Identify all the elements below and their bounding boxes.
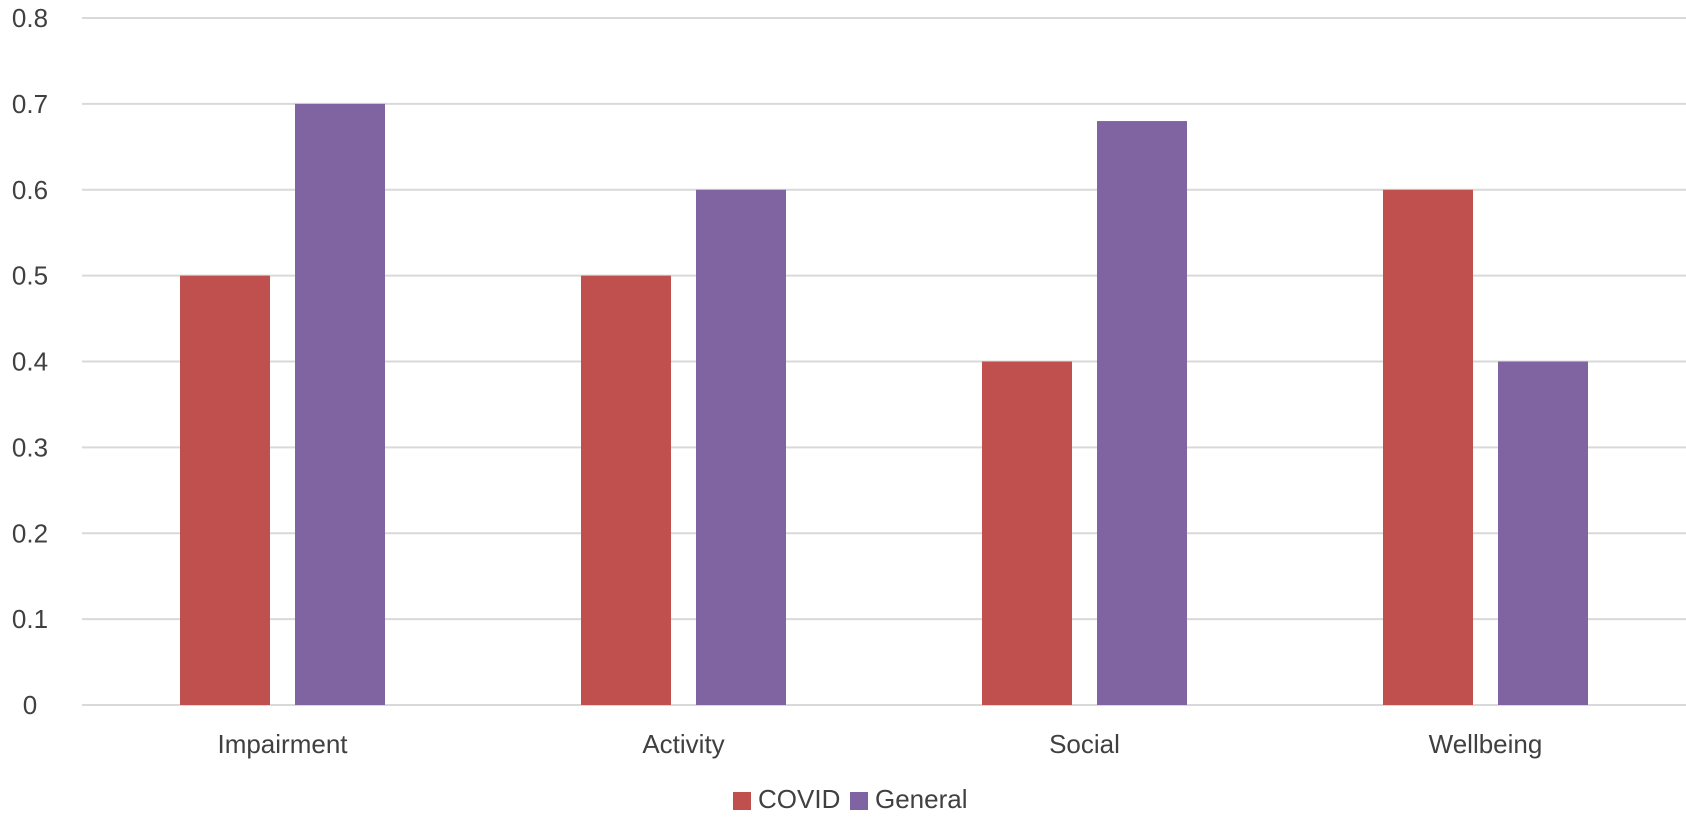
bar-covid-wellbeing [1383,189,1473,705]
y-tick-label: 0.6 [12,175,48,205]
legend-label-general: General [875,784,968,814]
y-tick-label: 0 [23,690,37,720]
x-category-label: Impairment [217,729,348,759]
bars [180,103,1588,706]
y-tick-label: 0.2 [12,518,48,548]
y-tick-label: 0.1 [12,604,48,634]
bar-general-activity [696,189,786,705]
x-axis-category-labels: Impairment Activity Social Wellbeing [217,729,1542,759]
y-tick-label: 0.4 [12,347,48,377]
y-tick-label: 0.5 [12,261,48,291]
y-tick-label: 0.7 [12,89,48,119]
y-axis-tick-labels: 0 0.1 0.2 0.3 0.4 0.5 0.6 0.7 0.8 [12,3,48,720]
legend: COVID General [733,784,968,814]
bar-general-wellbeing [1498,361,1588,705]
y-tick-label: 0.8 [12,3,48,33]
bar-covid-activity [581,275,671,705]
x-category-label: Activity [642,729,724,759]
bar-covid-impairment [180,275,270,705]
legend-label-covid: COVID [758,784,840,814]
bar-general-impairment [295,103,385,705]
x-category-label: Wellbeing [1429,729,1543,759]
legend-swatch-general [850,792,868,810]
bar-covid-social [982,361,1072,705]
bar-general-social [1097,121,1187,706]
legend-swatch-covid [733,792,751,810]
y-tick-label: 0.3 [12,432,48,462]
x-category-label: Social [1049,729,1120,759]
